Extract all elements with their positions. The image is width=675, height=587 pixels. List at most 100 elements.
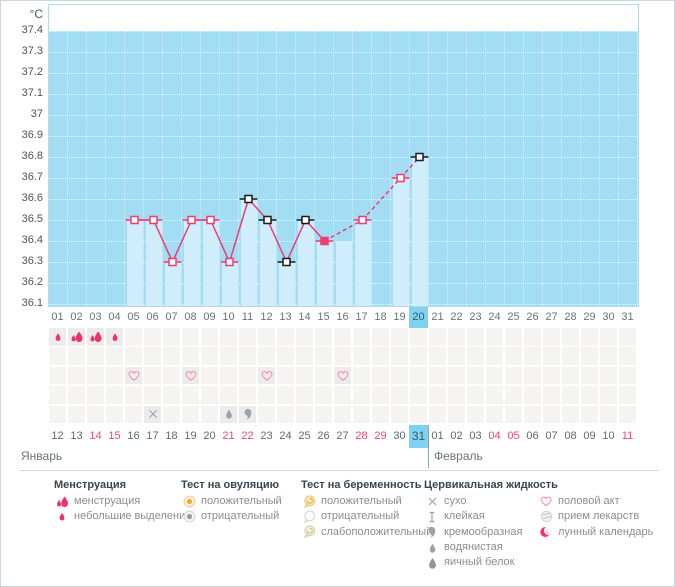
symbol-cell-cervical-fluid[interactable]: [543, 405, 560, 424]
cycle-day-cell[interactable]: 16: [336, 311, 349, 323]
symbol-cell-intercourse[interactable]: [201, 366, 218, 385]
cycle-day-cell[interactable]: 26: [526, 311, 539, 323]
symbol-cell-cervical-fluid[interactable]: [277, 405, 294, 424]
symbol-cell-pregnancy-test[interactable]: [486, 386, 503, 404]
symbol-cell-intercourse[interactable]: [258, 366, 275, 385]
symbol-cell-ovulation-test[interactable]: [467, 347, 484, 365]
symbol-cell-ovulation-test[interactable]: [315, 347, 332, 365]
calendar-date-cell[interactable]: 05: [507, 430, 520, 442]
symbol-cell-ovulation-test[interactable]: [87, 347, 104, 365]
symbol-cell-cervical-fluid[interactable]: [296, 405, 313, 424]
symbol-cell-pregnancy-test[interactable]: [562, 386, 579, 404]
calendar-date-cell[interactable]: 23: [260, 430, 273, 442]
symbol-cell-pregnancy-test[interactable]: [353, 386, 370, 404]
calendar-date-cell[interactable]: 07: [545, 430, 558, 442]
symbol-cell-ovulation-test[interactable]: [581, 347, 598, 365]
symbol-cell-intercourse[interactable]: [467, 366, 484, 385]
symbol-cell-cervical-fluid[interactable]: [600, 405, 617, 424]
calendar-date-cell[interactable]: 03: [469, 430, 482, 442]
symbol-cell-ovulation-test[interactable]: [277, 347, 294, 365]
symbol-cell-pregnancy-test[interactable]: [49, 386, 66, 404]
symbol-cell-menstruation[interactable]: [239, 328, 256, 346]
symbol-cell-menstruation[interactable]: [486, 328, 503, 346]
temp-marker-day-17[interactable]: [353, 215, 372, 225]
symbol-cell-pregnancy-test[interactable]: [524, 386, 541, 404]
symbol-cell-ovulation-test[interactable]: [410, 347, 427, 365]
symbol-cell-intercourse[interactable]: [600, 366, 617, 385]
symbol-cell-cervical-fluid[interactable]: [334, 405, 351, 424]
cycle-day-cell[interactable]: 11: [241, 311, 254, 323]
cycle-day-cell[interactable]: 29: [583, 311, 596, 323]
symbol-cell-pregnancy-test[interactable]: [182, 386, 199, 404]
symbol-cell-intercourse[interactable]: [49, 366, 66, 385]
symbol-cell-cervical-fluid[interactable]: [125, 405, 142, 424]
symbol-cell-ovulation-test[interactable]: [49, 347, 66, 365]
symbol-cell-menstruation[interactable]: [505, 328, 522, 346]
symbol-cell-pregnancy-test[interactable]: [372, 386, 389, 404]
cycle-day-cell[interactable]: 09: [203, 311, 216, 323]
symbol-cell-menstruation[interactable]: [353, 328, 370, 346]
symbol-cell-pregnancy-test[interactable]: [410, 386, 427, 404]
symbol-cell-ovulation-test[interactable]: [258, 347, 275, 365]
calendar-date-cell[interactable]: 28: [355, 430, 368, 442]
symbol-cell-menstruation[interactable]: [106, 328, 123, 346]
symbol-cell-menstruation[interactable]: [391, 328, 408, 346]
symbol-cell-intercourse[interactable]: [543, 366, 560, 385]
symbol-cell-cervical-fluid[interactable]: [201, 405, 218, 424]
calendar-date-cell[interactable]: 18: [165, 430, 178, 442]
symbol-cell-menstruation[interactable]: [220, 328, 237, 346]
calendar-date-cell[interactable]: 06: [526, 430, 539, 442]
symbol-cell-pregnancy-test[interactable]: [277, 386, 294, 404]
symbol-cell-pregnancy-test[interactable]: [163, 386, 180, 404]
symbol-cell-menstruation[interactable]: [201, 328, 218, 346]
cycle-day-cell[interactable]: 12: [260, 311, 273, 323]
symbol-cell-intercourse[interactable]: [486, 366, 503, 385]
cycle-day-cell[interactable]: 31: [621, 311, 634, 323]
symbol-cell-ovulation-test[interactable]: [543, 347, 560, 365]
calendar-date-cell[interactable]: 22: [241, 430, 254, 442]
calendar-date-cell[interactable]: 17: [146, 430, 159, 442]
symbol-cell-pregnancy-test[interactable]: [220, 386, 237, 404]
cycle-day-cell[interactable]: 03: [89, 311, 102, 323]
symbol-cell-ovulation-test[interactable]: [182, 347, 199, 365]
symbol-cell-pregnancy-test[interactable]: [296, 386, 313, 404]
cycle-day-cell[interactable]: 27: [545, 311, 558, 323]
symbol-cell-menstruation[interactable]: [163, 328, 180, 346]
symbol-cell-menstruation[interactable]: [125, 328, 142, 346]
calendar-date-cell[interactable]: 27: [336, 430, 349, 442]
symbol-cell-menstruation[interactable]: [410, 328, 427, 346]
cycle-day-cell[interactable]: 13: [279, 311, 292, 323]
temp-marker-day-10[interactable]: [220, 257, 239, 267]
calendar-date-cell[interactable]: 02: [450, 430, 463, 442]
cycle-day-cell[interactable]: 22: [450, 311, 463, 323]
symbol-cell-intercourse[interactable]: [391, 366, 408, 385]
symbol-cell-menstruation[interactable]: [562, 328, 579, 346]
symbol-cell-menstruation[interactable]: [619, 328, 636, 346]
symbol-cell-cervical-fluid[interactable]: [429, 405, 446, 424]
symbol-cell-pregnancy-test[interactable]: [619, 386, 636, 404]
symbol-cell-intercourse[interactable]: [372, 366, 389, 385]
cycle-day-cell[interactable]: 25: [507, 311, 520, 323]
temp-marker-day-14[interactable]: [296, 215, 315, 225]
symbol-cell-ovulation-test[interactable]: [619, 347, 636, 365]
calendar-date-cell[interactable]: 10: [602, 430, 615, 442]
cycle-day-cell[interactable]: 14: [298, 311, 311, 323]
calendar-date-cell[interactable]: 21: [222, 430, 235, 442]
symbol-cell-pregnancy-test[interactable]: [600, 386, 617, 404]
temp-marker-day-15[interactable]: [315, 236, 334, 246]
temp-marker-day-12[interactable]: [258, 215, 277, 225]
symbol-cell-pregnancy-test[interactable]: [391, 386, 408, 404]
temp-marker-day-19[interactable]: [391, 173, 410, 183]
cycle-day-cell[interactable]: 19: [393, 311, 406, 323]
symbol-cell-intercourse[interactable]: [524, 366, 541, 385]
symbol-cell-ovulation-test[interactable]: [486, 347, 503, 365]
symbol-cell-intercourse[interactable]: [353, 366, 370, 385]
symbol-cell-cervical-fluid[interactable]: [239, 405, 256, 424]
symbol-cell-intercourse[interactable]: [505, 366, 522, 385]
cycle-day-cell[interactable]: 30: [602, 311, 615, 323]
symbol-cell-ovulation-test[interactable]: [600, 347, 617, 365]
symbol-cell-menstruation[interactable]: [372, 328, 389, 346]
temp-marker-day-11[interactable]: [239, 194, 258, 204]
cycle-day-cell[interactable]: 28: [564, 311, 577, 323]
symbol-cell-pregnancy-test[interactable]: [334, 386, 351, 404]
